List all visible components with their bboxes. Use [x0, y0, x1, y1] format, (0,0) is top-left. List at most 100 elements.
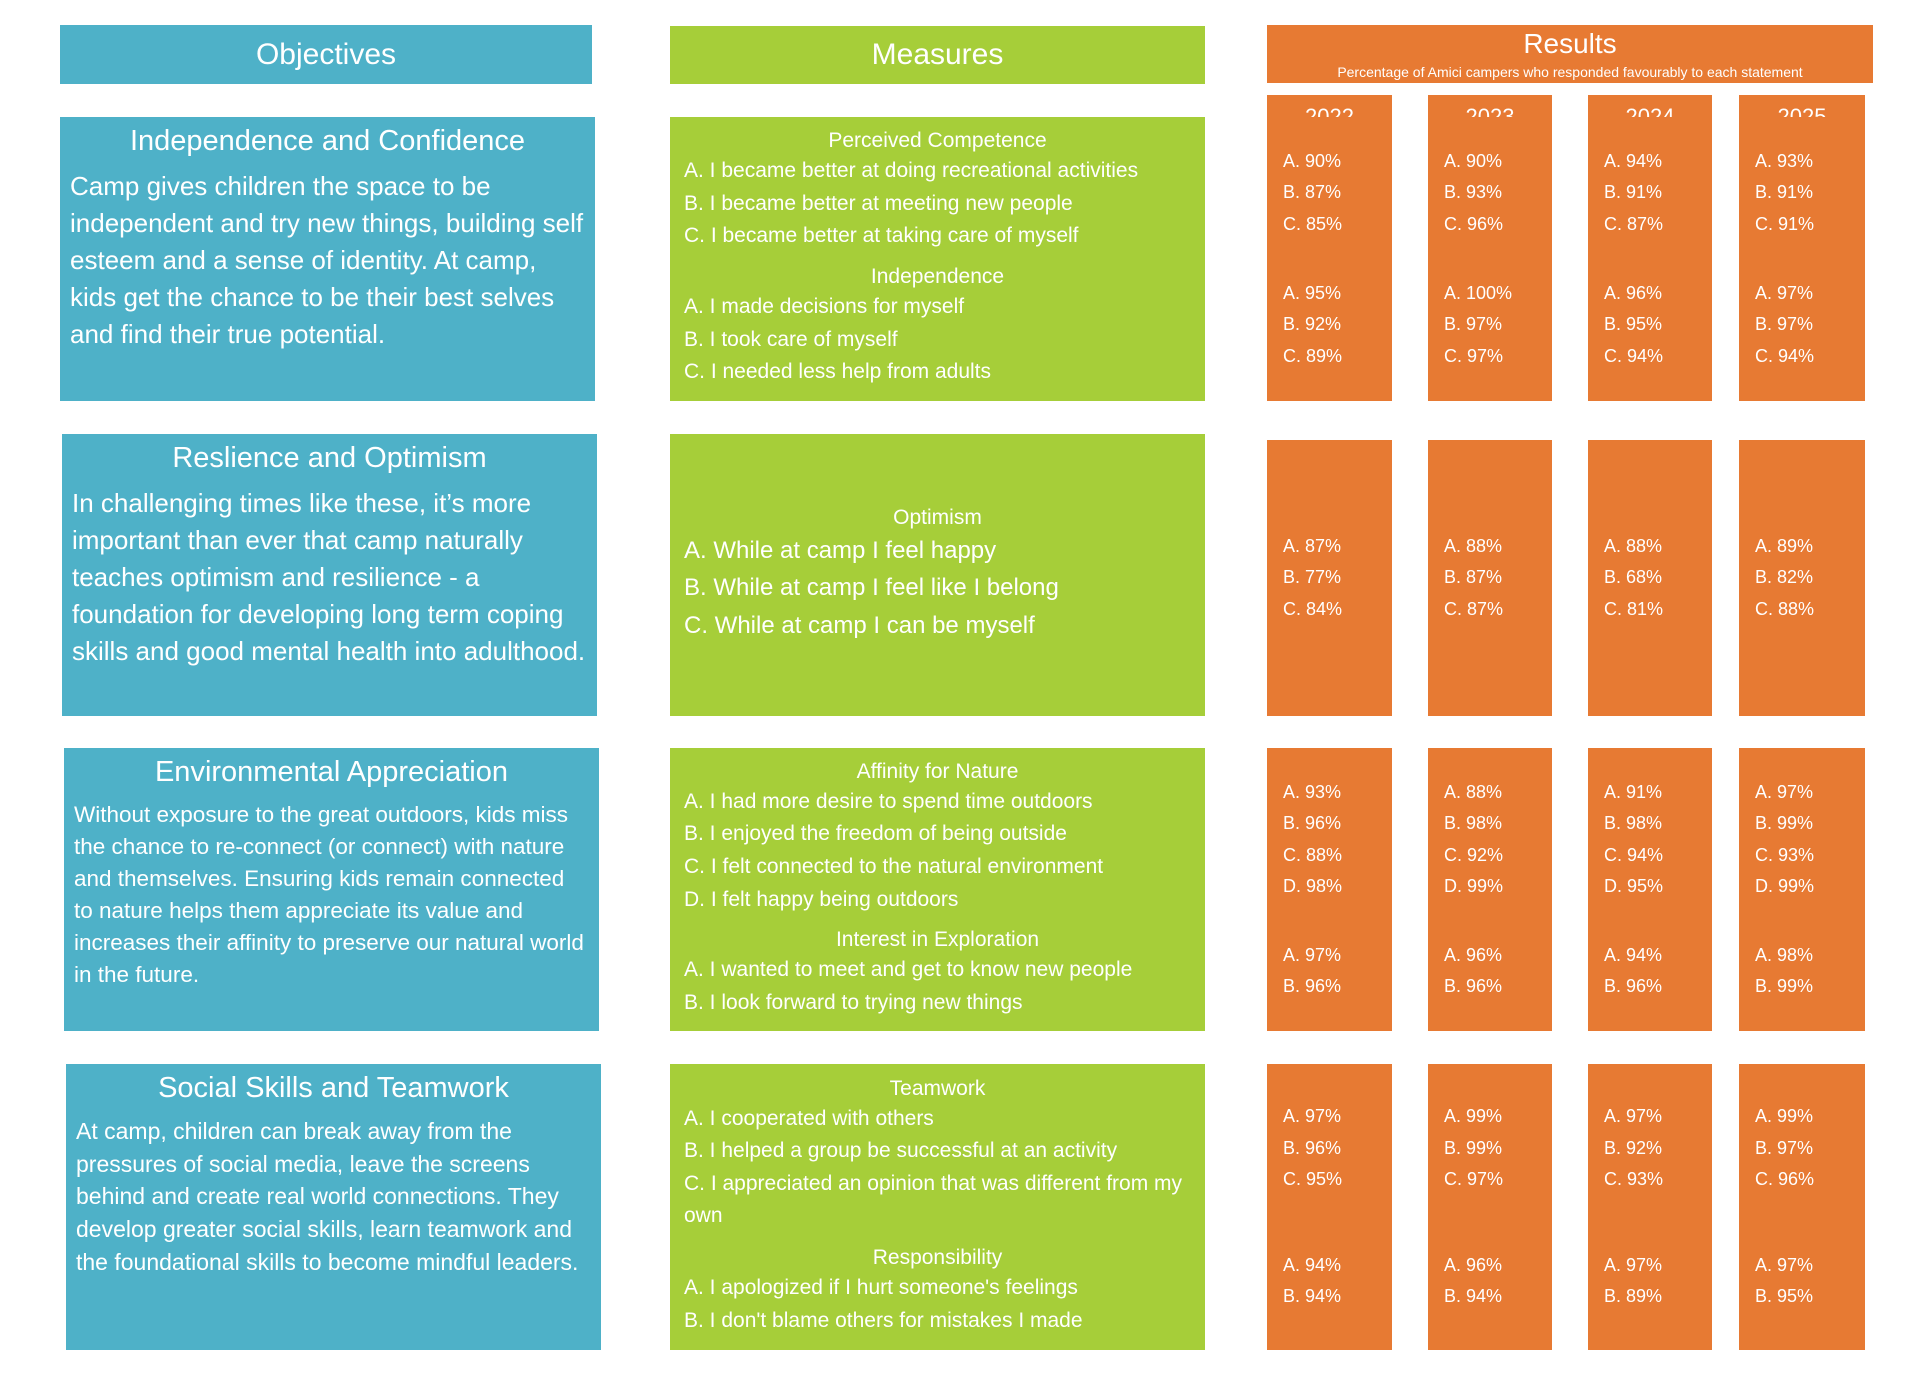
result-group: A. 93% B. 91% C. 91%	[1755, 146, 1849, 241]
objective-text: At camp, children can break away from th…	[76, 1118, 579, 1275]
result-group: A. 97% B. 89%	[1604, 1250, 1696, 1313]
result-group: A. 97% B. 96%	[1283, 940, 1376, 1003]
objective-title: Reslience and Optimism	[172, 442, 487, 474]
measure-item: A. I wanted to meet and get to know new …	[684, 957, 1133, 981]
result-line: B. 99%	[1444, 1137, 1503, 1158]
results-box: A. 90% B. 93% C. 96% A. 100% B. 97% C. 97%	[1428, 117, 1552, 401]
result-line: C. 96%	[1755, 1169, 1815, 1190]
result-line: B. 92%	[1604, 1137, 1663, 1158]
objective-box: Reslience and Optimism In challenging tim…	[62, 434, 597, 716]
result-group: A. 94% B. 94%	[1283, 1250, 1376, 1313]
measure-item: D. I felt happy being outdoors	[684, 887, 959, 911]
results-box: A. 91% B. 98% C. 94% D. 95% A. 94% B. 96%	[1588, 748, 1712, 1031]
result-line: C. 97%	[1444, 1169, 1504, 1190]
result-line: A. 97%	[1283, 1106, 1342, 1127]
result-group: A. 96% B. 95% C. 94%	[1604, 278, 1696, 373]
result-group: A. 97% B. 96% C. 95%	[1283, 1101, 1376, 1196]
result-line: C. 94%	[1755, 345, 1815, 366]
result-line: A. 96%	[1604, 282, 1663, 303]
result-line: B. 96%	[1444, 976, 1503, 996]
objective-box: Environmental Appreciation Without exposu…	[64, 748, 599, 1031]
result-line: C. 87%	[1444, 598, 1504, 619]
measure-item: C. I appreciated an opinion that was dif…	[684, 1171, 1183, 1228]
result-line: B. 95%	[1604, 314, 1663, 335]
result-line: A. 96%	[1444, 1254, 1503, 1275]
objectives-header: Objectives	[60, 25, 592, 84]
result-group: A. 96% B. 94%	[1444, 1250, 1536, 1313]
result-line: B. 94%	[1444, 1286, 1503, 1307]
measure-group: Independence A. I made decisions for myse…	[684, 265, 1191, 389]
measure-item: C. I felt connected to the natural envir…	[684, 855, 1104, 879]
measure-item: C. While at camp I can be myself	[684, 611, 1035, 639]
measures-box: Optimism A. While at camp I feel happy B. …	[670, 434, 1205, 716]
measure-item: C. I became better at taking care of mys…	[684, 224, 1079, 248]
result-group: A. 88% B. 87% C. 87%	[1444, 531, 1536, 626]
results-title: Results	[1523, 28, 1617, 59]
results-box: A. 94% B. 91% C. 87% A. 96% B. 95% C. 94%	[1588, 117, 1712, 401]
result-group: A. 96% B. 96%	[1444, 940, 1536, 1003]
measures-box: Affinity for Nature A. I had more desire …	[670, 748, 1205, 1031]
result-line: C. 93%	[1604, 1169, 1664, 1190]
measure-item: B. I took care of myself	[684, 327, 898, 351]
measure-item: A. I had more desire to spend time outdo…	[684, 789, 1093, 813]
result-line: B. 77%	[1283, 567, 1342, 588]
measure-heading: Optimism	[893, 506, 982, 530]
result-line: A. 97%	[1755, 282, 1814, 303]
result-line: C. 94%	[1604, 345, 1664, 366]
measure-group: Interest in Exploration A. I wanted to me…	[684, 928, 1191, 1019]
result-line: C. 89%	[1283, 345, 1343, 366]
objective-box: Social Skills and Teamwork At camp, child…	[66, 1064, 601, 1350]
result-group: A. 90% B. 87% C. 85%	[1283, 146, 1376, 241]
result-line: A. 96%	[1444, 944, 1503, 965]
result-line: D. 99%	[1755, 876, 1815, 896]
result-group: A. 95% B. 92% C. 89%	[1283, 278, 1376, 373]
results-box: A. 99% B. 97% C. 96% A. 97% B. 95%	[1739, 1064, 1865, 1350]
result-line: A. 97%	[1755, 1254, 1814, 1275]
result-line: C. 87%	[1604, 213, 1664, 234]
results-box: A. 99% B. 99% C. 97% A. 96% B. 94%	[1428, 1064, 1552, 1350]
result-line: B. 82%	[1755, 567, 1814, 588]
result-line: B. 99%	[1755, 976, 1814, 996]
measure-item: B. I enjoyed the freedom of being outsid…	[684, 822, 1067, 846]
result-line: A. 88%	[1444, 781, 1503, 802]
measure-group: Perceived Competence A. I became better a…	[684, 129, 1191, 253]
result-line: B. 99%	[1755, 813, 1814, 833]
results-box: A. 88% B. 87% C. 87%	[1428, 440, 1552, 716]
result-group: A. 98% B. 99%	[1755, 940, 1849, 1003]
result-group: A. 94% B. 96%	[1604, 940, 1696, 1003]
measure-heading: Interest in Exploration	[835, 927, 1040, 951]
result-line: A. 91%	[1604, 781, 1663, 802]
result-line: A. 90%	[1444, 150, 1503, 171]
result-group: A. 97% B. 92% C. 93%	[1604, 1101, 1696, 1196]
objective-text: Camp gives children the space to be inde…	[70, 171, 584, 349]
result-line: B. 91%	[1755, 182, 1814, 203]
measure-item: B. I became better at meeting new people	[684, 191, 1073, 215]
results-box: A. 97% B. 92% C. 93% A. 97% B. 89%	[1588, 1064, 1712, 1350]
result-line: D. 95%	[1604, 876, 1664, 896]
measure-heading: Perceived Competence	[828, 129, 1047, 153]
result-line: B. 68%	[1604, 567, 1663, 588]
result-group: A. 99% B. 97% C. 96%	[1755, 1101, 1849, 1196]
result-line: A. 93%	[1755, 150, 1814, 171]
result-line: A. 94%	[1604, 944, 1663, 965]
result-line: A. 88%	[1444, 535, 1503, 556]
result-line: C. 97%	[1444, 345, 1504, 366]
result-group: A. 99% B. 99% C. 97%	[1444, 1101, 1536, 1196]
objective-text: In challenging times like these, it’s mo…	[72, 488, 586, 666]
result-line: C. 95%	[1283, 1169, 1343, 1190]
result-line: C. 93%	[1755, 844, 1815, 865]
result-line: C. 96%	[1444, 213, 1504, 234]
result-line: C. 88%	[1283, 844, 1343, 865]
result-line: B. 93%	[1444, 182, 1503, 203]
result-line: A. 93%	[1283, 781, 1342, 802]
measure-item: A. I apologized if I hurt someone's feel…	[684, 1276, 1078, 1300]
results-subtitle: Percentage of Amici campers who responde…	[1337, 64, 1803, 80]
result-line: B. 87%	[1444, 567, 1503, 588]
measure-item: B. While at camp I feel like I belong	[684, 574, 1059, 602]
result-line: B. 96%	[1283, 813, 1342, 833]
result-line: B. 91%	[1604, 182, 1663, 203]
result-line: A. 97%	[1755, 781, 1814, 802]
results-header: Results Percentage of Amici campers who r…	[1267, 25, 1873, 83]
result-line: A. 98%	[1755, 944, 1814, 965]
result-line: B. 94%	[1283, 1286, 1342, 1307]
